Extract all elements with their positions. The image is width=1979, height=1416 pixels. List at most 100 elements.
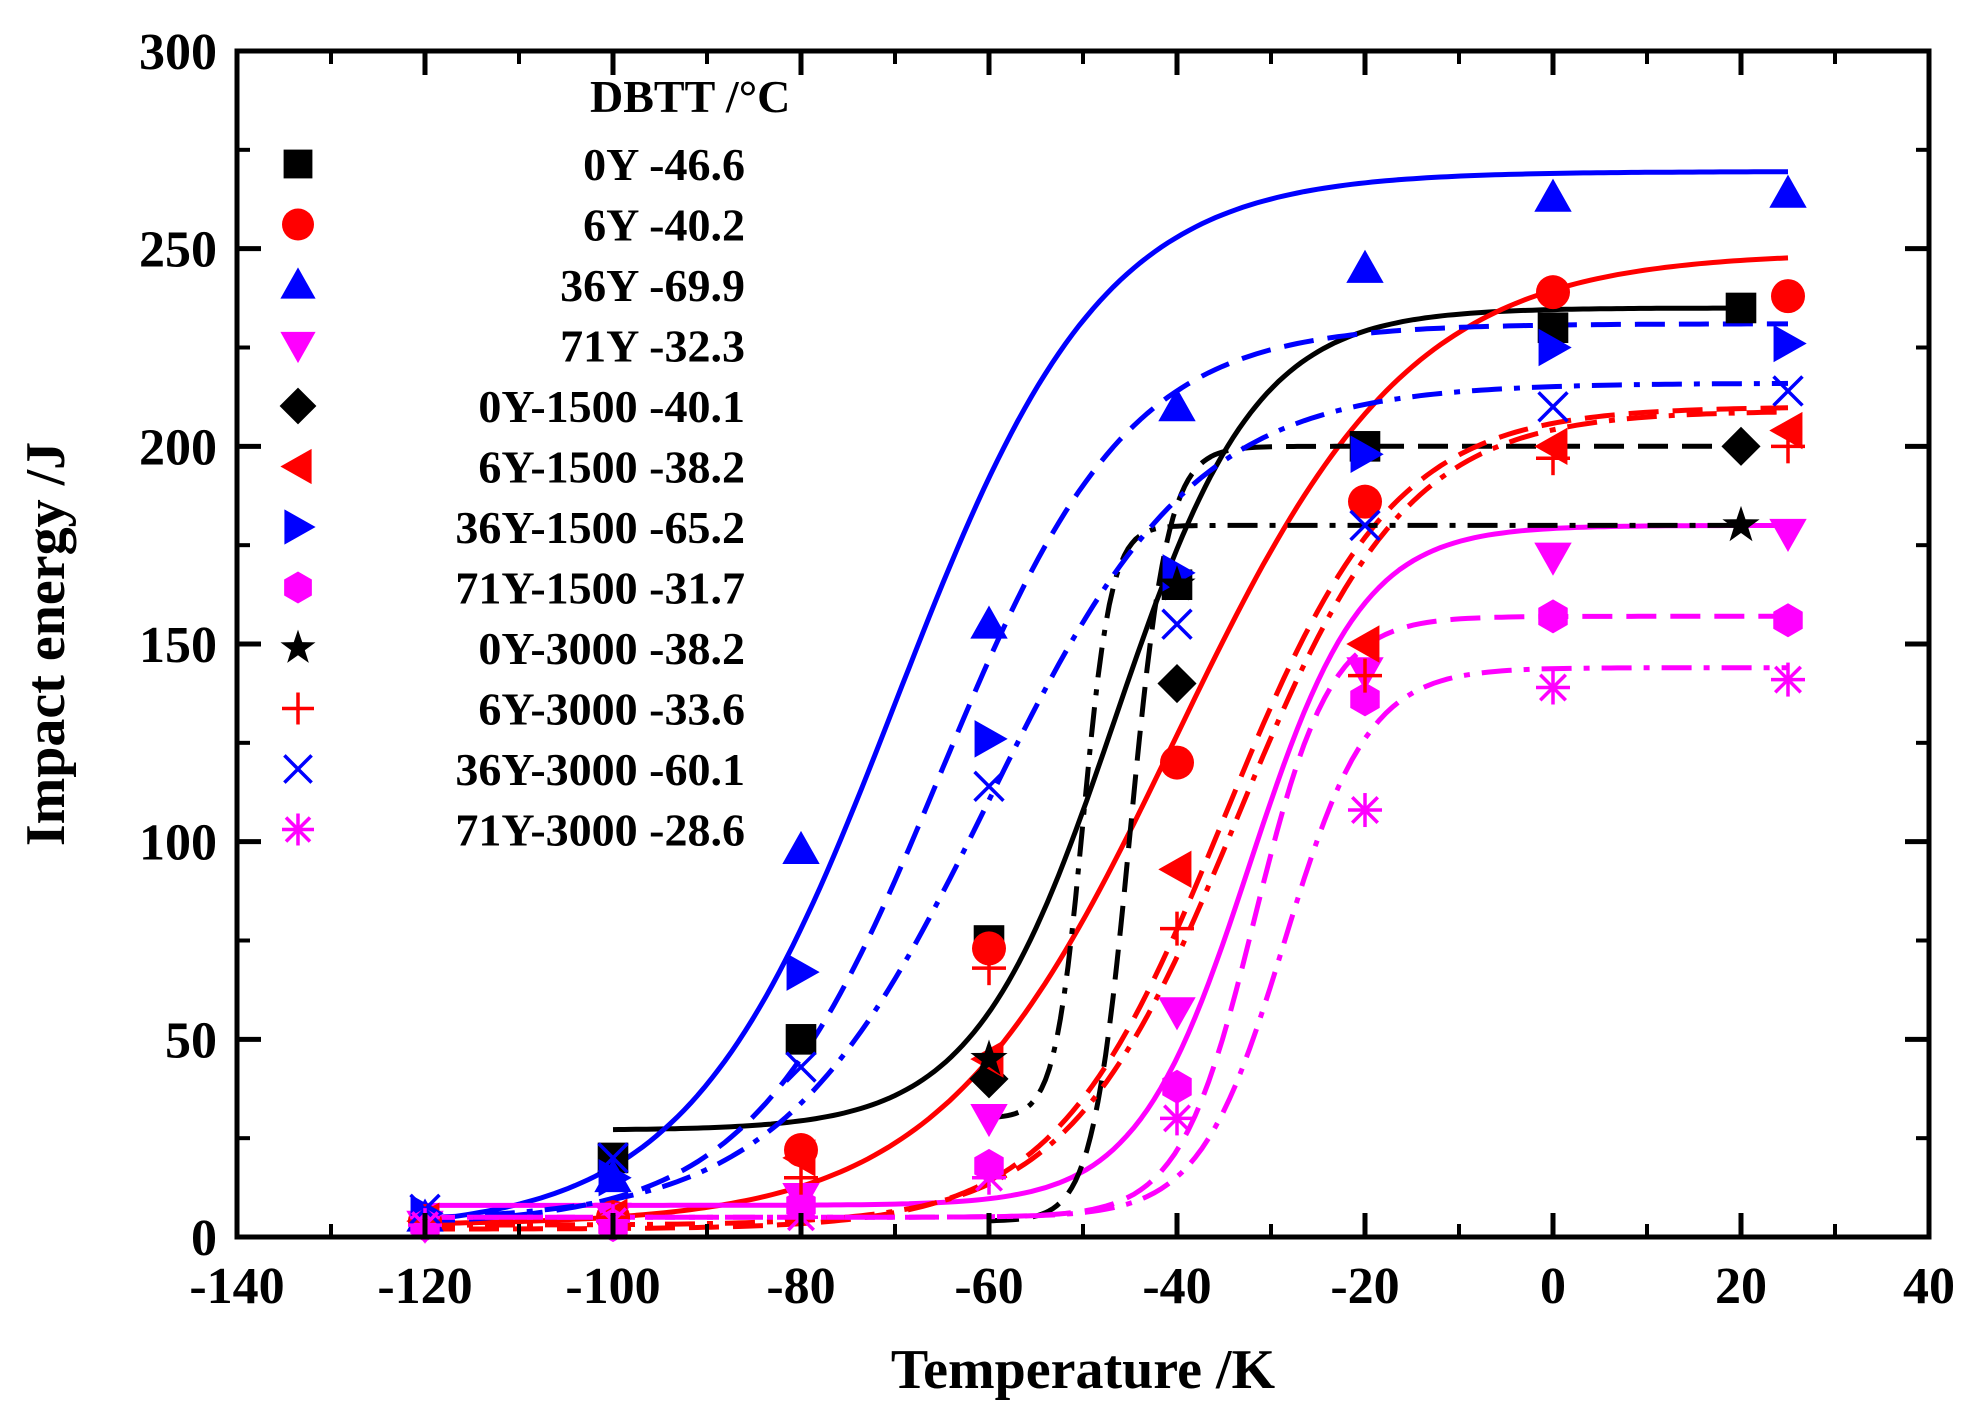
data-point-71y-1500 bbox=[1350, 682, 1380, 717]
legend-label-36y-1500: 36Y-1500 -65.2 bbox=[455, 502, 745, 553]
legend-label-36y-3000: 36Y-3000 -60.1 bbox=[455, 744, 745, 795]
legend-marker-6y-1500 bbox=[280, 448, 312, 485]
legend-marker-71y-1500 bbox=[284, 571, 312, 604]
x-tick-label: -40 bbox=[1142, 1258, 1211, 1315]
data-point-0y-1500 bbox=[1157, 663, 1197, 704]
data-point-6y bbox=[1536, 275, 1570, 310]
data-point-6y-1500 bbox=[1769, 411, 1803, 450]
y-tick-label: 50 bbox=[165, 1012, 217, 1069]
data-point-71y-3000 bbox=[1160, 1101, 1194, 1136]
data-point-36y-3000 bbox=[785, 1051, 817, 1083]
data-point-36y-3000 bbox=[973, 770, 1005, 803]
data-point-6y-3000 bbox=[1348, 658, 1382, 693]
data-point-6y-1500 bbox=[1346, 625, 1380, 663]
data-point-6y-1500 bbox=[782, 1139, 816, 1177]
data-point-36y-1500 bbox=[1773, 324, 1807, 363]
data-point-71y-1500 bbox=[1773, 603, 1803, 638]
legend-label-36y: 36Y -69.9 bbox=[560, 260, 745, 311]
data-point-6y bbox=[1771, 279, 1805, 314]
data-point-36y bbox=[1769, 174, 1807, 208]
legend-label-0y: 0Y -46.6 bbox=[583, 139, 745, 190]
data-point-71y bbox=[1769, 518, 1807, 553]
legend-marker-0y-3000 bbox=[280, 629, 316, 663]
legend-label-6y-3000: 6Y-3000 -33.6 bbox=[478, 684, 745, 735]
legend-title: DBTT /°C bbox=[590, 71, 790, 122]
fit-curve-36y bbox=[424, 169, 1788, 1223]
data-point-0y-3000 bbox=[1722, 505, 1760, 542]
x-axis-title: Temperature /K bbox=[891, 1339, 1276, 1401]
data-point-6y-3000 bbox=[1536, 441, 1570, 476]
fit-curve-6y-3000 bbox=[425, 409, 1789, 1228]
data-point-0y-1500 bbox=[1721, 426, 1761, 466]
data-point-36y-1500 bbox=[974, 720, 1008, 758]
fit-curve-71y bbox=[425, 522, 1789, 1208]
x-tick-label: -80 bbox=[766, 1258, 835, 1315]
legend-marker-71y bbox=[280, 331, 316, 364]
data-point-6y bbox=[1348, 484, 1382, 519]
data-point-36y bbox=[1158, 388, 1196, 422]
data-point-71y-1500 bbox=[1162, 1069, 1192, 1104]
y-tick-label: 0 bbox=[191, 1210, 217, 1267]
x-tick-label: -100 bbox=[565, 1258, 660, 1315]
data-point-71y bbox=[1534, 542, 1572, 576]
data-point-6y-3000 bbox=[972, 951, 1006, 986]
y-tick-label: 150 bbox=[139, 617, 217, 674]
data-point-36y bbox=[1534, 178, 1572, 212]
legend-marker-6y bbox=[282, 208, 314, 241]
data-point-6y-1500 bbox=[1534, 427, 1568, 466]
data-point-71y bbox=[1158, 997, 1196, 1031]
x-tick-label: 0 bbox=[1540, 1258, 1566, 1315]
data-point-0y-1500 bbox=[969, 1059, 1009, 1099]
legend-label-71y-1500: 71Y-1500 -31.7 bbox=[455, 563, 745, 614]
x-tick-label: -60 bbox=[954, 1258, 1023, 1315]
y-tick-label: 250 bbox=[139, 222, 217, 279]
data-point-71y-3000 bbox=[972, 1160, 1006, 1195]
y-tick-label: 100 bbox=[139, 815, 217, 872]
data-point-71y-3000 bbox=[1536, 670, 1570, 705]
data-point-36y-3000 bbox=[1772, 375, 1804, 407]
fit-curve-6y-1500 bbox=[425, 405, 1789, 1232]
x-tick-label: -120 bbox=[377, 1258, 472, 1315]
data-point-6y bbox=[972, 931, 1006, 966]
fit-curve-0y-1500 bbox=[988, 443, 1741, 1224]
data-point-0y-3000 bbox=[970, 1039, 1008, 1075]
legend-marker-6y-3000 bbox=[282, 692, 314, 725]
y-tick-label: 300 bbox=[139, 24, 217, 81]
legend-label-6y: 6Y -40.2 bbox=[583, 200, 745, 251]
x-tick-label: 40 bbox=[1903, 1258, 1955, 1315]
x-tick-label: -140 bbox=[189, 1258, 284, 1315]
data-point-71y-3000 bbox=[1348, 793, 1382, 828]
legend-marker-36y-1500 bbox=[284, 509, 316, 545]
legend-label-71y-3000: 71Y-3000 -28.6 bbox=[455, 805, 745, 856]
data-point-6y-3000 bbox=[1771, 429, 1805, 464]
axes-layer: -140 -120 -100 -80 -60 -40 -20 0 20 40 0 50 100 150 20… bbox=[139, 24, 1955, 1315]
fit-curve-0y bbox=[612, 305, 1741, 1133]
data-point-36y-1500 bbox=[1350, 435, 1384, 473]
legend-label-0y-3000: 0Y-3000 -38.2 bbox=[478, 623, 745, 674]
data-point-36y bbox=[782, 830, 820, 865]
data-point-36y-3000 bbox=[597, 1142, 629, 1174]
legend-label-6y-1500: 6Y-1500 -38.2 bbox=[478, 442, 745, 493]
legend-marker-71y-3000 bbox=[282, 813, 314, 846]
data-point-6y-3000 bbox=[1160, 911, 1194, 946]
y-axis-title: Impact energy /J bbox=[15, 442, 77, 846]
data-point-36y-1500 bbox=[598, 1159, 632, 1197]
data-point-6y-3000 bbox=[784, 1160, 818, 1195]
legend-label-0y-1500: 0Y-1500 -40.1 bbox=[478, 381, 745, 432]
data-point-36y bbox=[970, 605, 1008, 639]
fit-curve-71y-3000 bbox=[425, 665, 1788, 1220]
fit-curve-36y-3000 bbox=[424, 380, 1789, 1221]
y-tick-label: 200 bbox=[139, 419, 217, 476]
data-point-0y bbox=[1725, 292, 1757, 324]
legend: DBTT /°C 0Y -46.6 6Y -40.2 36Y -69.9 71Y -3… bbox=[279, 71, 790, 856]
data-point-0y-3000 bbox=[1158, 565, 1196, 601]
data-point-36y bbox=[1346, 249, 1384, 283]
data-point-36y-1500 bbox=[786, 953, 820, 991]
data-point-36y-3000 bbox=[1349, 509, 1381, 542]
data-point-36y-3000 bbox=[1161, 608, 1193, 640]
data-point-36y-3000 bbox=[1537, 391, 1569, 423]
legend-marker-0y-1500 bbox=[279, 387, 317, 425]
data-point-0y bbox=[785, 1024, 817, 1055]
